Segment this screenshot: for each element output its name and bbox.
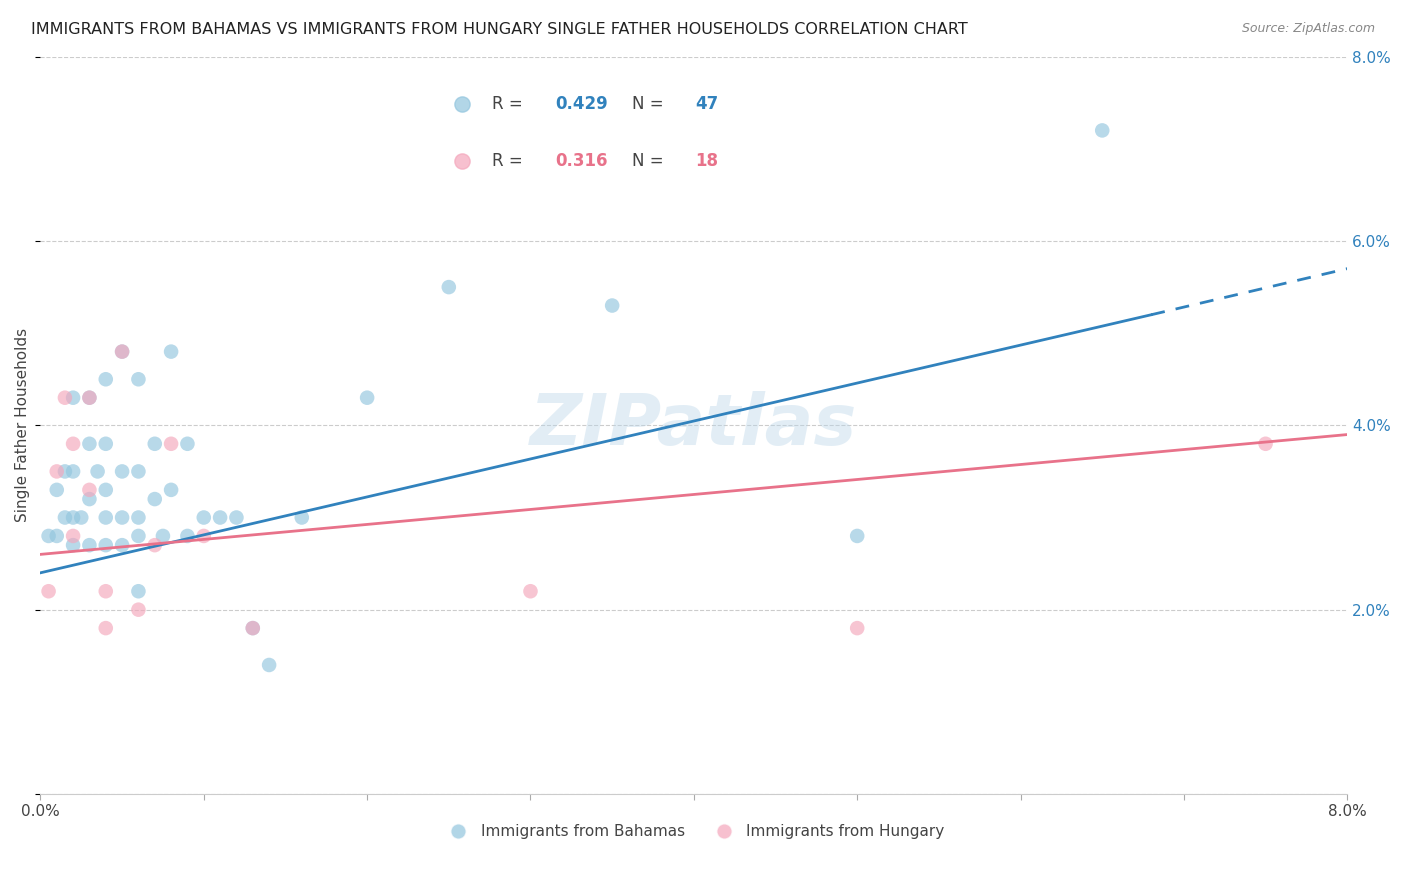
Legend: Immigrants from Bahamas, Immigrants from Hungary: Immigrants from Bahamas, Immigrants from…	[437, 818, 950, 846]
Point	[127, 372, 149, 386]
Point	[111, 510, 134, 524]
Point	[94, 372, 117, 386]
Point	[62, 437, 84, 451]
Point	[79, 483, 101, 497]
Point	[94, 538, 117, 552]
Y-axis label: Single Father Households: Single Father Households	[15, 328, 30, 523]
Text: Source: ZipAtlas.com: Source: ZipAtlas.com	[1241, 22, 1375, 36]
Point	[94, 584, 117, 599]
Point	[291, 510, 314, 524]
Point	[242, 621, 264, 635]
Point	[193, 529, 215, 543]
Point	[79, 391, 101, 405]
Point	[356, 391, 378, 405]
Point	[176, 529, 198, 543]
Point	[1254, 437, 1277, 451]
Point	[143, 492, 166, 507]
Point	[79, 391, 101, 405]
Point	[127, 465, 149, 479]
Point	[45, 465, 67, 479]
Point	[38, 529, 60, 543]
Point	[94, 483, 117, 497]
Point	[38, 584, 60, 599]
Point	[86, 465, 108, 479]
Point	[111, 344, 134, 359]
Point	[94, 437, 117, 451]
Point	[160, 344, 183, 359]
Point	[519, 584, 541, 599]
Point	[45, 483, 67, 497]
Point	[127, 510, 149, 524]
Point	[111, 538, 134, 552]
Point	[62, 510, 84, 524]
Point	[600, 299, 623, 313]
Point	[127, 529, 149, 543]
Point	[437, 280, 460, 294]
Point	[79, 538, 101, 552]
Point	[53, 510, 76, 524]
Point	[62, 538, 84, 552]
Point	[257, 657, 280, 672]
Text: ZIPatlas: ZIPatlas	[530, 391, 858, 460]
Point	[79, 437, 101, 451]
Point	[160, 483, 183, 497]
Point	[160, 437, 183, 451]
Point	[62, 391, 84, 405]
Point	[143, 538, 166, 552]
Point	[846, 621, 869, 635]
Point	[152, 529, 174, 543]
Point	[127, 602, 149, 616]
Point	[53, 391, 76, 405]
Point	[1091, 123, 1114, 137]
Point	[53, 465, 76, 479]
Text: IMMIGRANTS FROM BAHAMAS VS IMMIGRANTS FROM HUNGARY SINGLE FATHER HOUSEHOLDS CORR: IMMIGRANTS FROM BAHAMAS VS IMMIGRANTS FR…	[31, 22, 967, 37]
Point	[846, 529, 869, 543]
Point	[45, 529, 67, 543]
Point	[111, 344, 134, 359]
Point	[62, 529, 84, 543]
Point	[111, 465, 134, 479]
Point	[127, 584, 149, 599]
Point	[176, 437, 198, 451]
Point	[94, 621, 117, 635]
Point	[209, 510, 232, 524]
Point	[94, 510, 117, 524]
Point	[79, 492, 101, 507]
Point	[70, 510, 93, 524]
Point	[225, 510, 247, 524]
Point	[242, 621, 264, 635]
Point	[62, 465, 84, 479]
Point	[193, 510, 215, 524]
Point	[143, 437, 166, 451]
